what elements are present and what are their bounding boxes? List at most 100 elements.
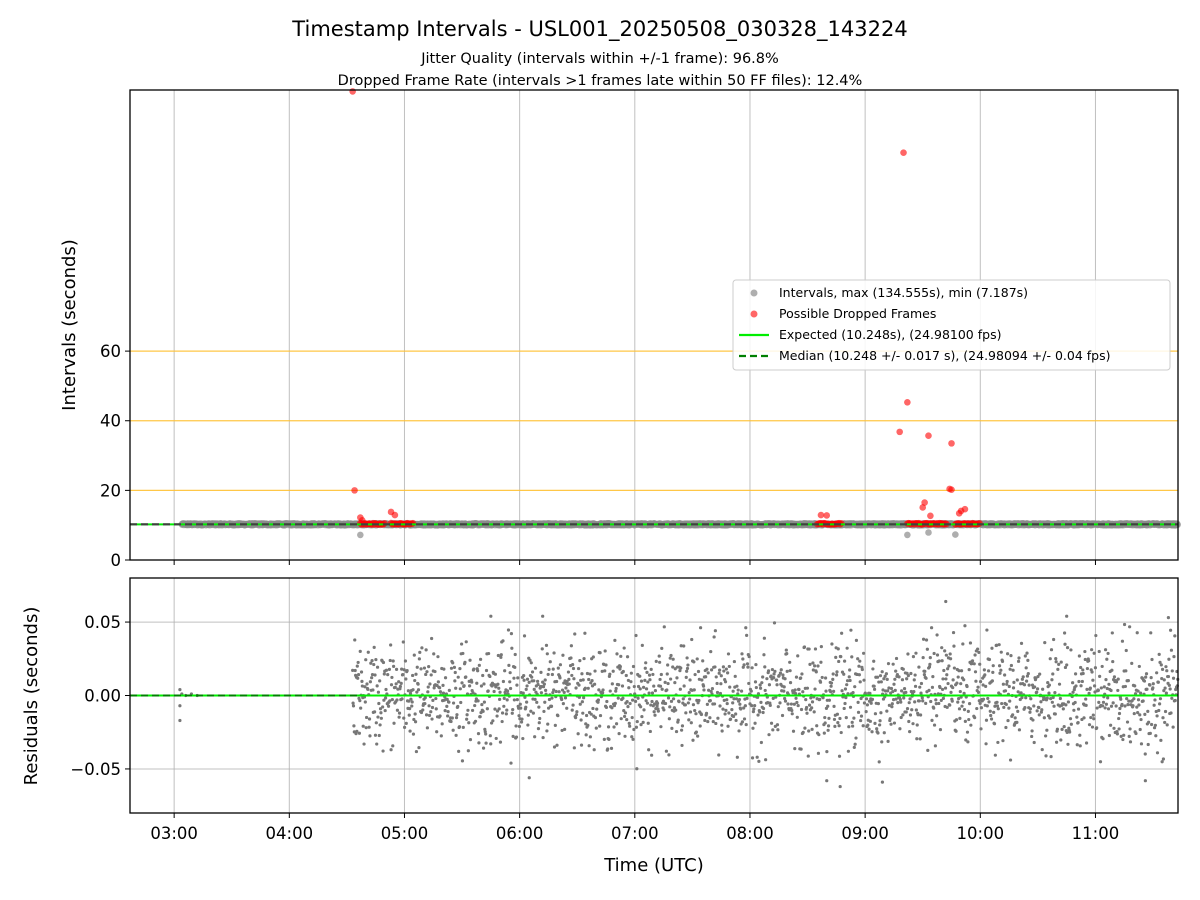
residual-point (693, 672, 697, 677)
residual-point (442, 667, 446, 671)
residual-point (1078, 733, 1082, 737)
residual-point (613, 701, 617, 705)
residual-point (1024, 696, 1028, 700)
residual-point (829, 690, 833, 694)
residual-point (546, 672, 550, 677)
residual-point (967, 668, 971, 672)
residual-point (617, 683, 621, 687)
residual-point (725, 698, 729, 702)
residual-point (884, 672, 889, 676)
residual-point (998, 671, 1002, 675)
residual-point (663, 680, 667, 685)
residual-point (515, 698, 519, 702)
residual-point (655, 701, 660, 705)
residual-point (961, 700, 965, 704)
residual-point (1011, 668, 1015, 672)
legend: Intervals, max (134.555s), min (7.187s) … (732, 279, 1171, 371)
residual-point (989, 713, 993, 718)
residual-point (753, 680, 758, 684)
residual-point (406, 689, 410, 693)
residual-point (808, 662, 812, 667)
residual-point (542, 709, 546, 714)
residual-point (860, 667, 864, 672)
residual-point (628, 701, 632, 706)
residual-point (822, 731, 826, 735)
residual-point (935, 714, 939, 718)
residual-point (986, 669, 991, 673)
residual-point (549, 704, 554, 708)
residual-point (1068, 730, 1072, 734)
residual-point (445, 704, 449, 708)
residual-point (493, 707, 497, 711)
residual-point (426, 690, 430, 694)
residual-point (418, 650, 422, 654)
residual-point (919, 681, 924, 686)
residual-point (500, 711, 505, 715)
residual-point (870, 697, 875, 702)
residual-point (831, 672, 835, 676)
residual-point (733, 674, 737, 678)
residual-point (905, 677, 909, 681)
residual-point (371, 688, 375, 692)
residual-point (647, 748, 651, 752)
residual-point (662, 625, 666, 629)
residual-point (754, 685, 758, 690)
residual-point (677, 700, 681, 704)
residual-point (509, 632, 514, 636)
residual-point (978, 680, 983, 684)
residual-point (1059, 660, 1063, 664)
residual-point (591, 706, 595, 711)
residual-point (930, 718, 934, 722)
residual-point (411, 732, 416, 736)
residual-point (1017, 656, 1021, 660)
residual-point (700, 678, 704, 682)
residual-point (660, 687, 664, 691)
residual-point (551, 667, 555, 671)
residual-point (680, 728, 684, 732)
residual-point (876, 702, 880, 706)
residual-point (810, 706, 814, 710)
residual-point (578, 702, 582, 706)
residual-point (1076, 707, 1081, 711)
residual-point (364, 715, 369, 720)
residual-point (662, 708, 666, 712)
residual-point (739, 689, 744, 693)
residual-point (983, 673, 987, 677)
residual-point (1014, 705, 1019, 709)
residual-point (847, 675, 851, 679)
residual-point (430, 636, 434, 641)
residual-point (628, 724, 632, 728)
residual-point (784, 648, 788, 652)
residual-point (785, 669, 789, 673)
residual-point (484, 741, 488, 745)
residual-point (476, 669, 480, 673)
residual-point (413, 720, 418, 724)
residual-point (945, 705, 949, 709)
residual-point (412, 653, 416, 657)
residual-point (724, 708, 728, 712)
residual-point (952, 644, 956, 648)
residual-point (789, 702, 793, 706)
residual-point (499, 653, 503, 657)
residual-point (930, 685, 935, 689)
residual-point (845, 646, 849, 650)
residual-point (928, 662, 932, 666)
residual-point (836, 647, 840, 651)
residual-point (834, 673, 839, 677)
residual-point (373, 710, 377, 714)
residual-point (705, 667, 709, 671)
residual-point (940, 659, 944, 663)
residual-point (683, 703, 688, 707)
residual-point (976, 685, 980, 689)
residual-point (987, 657, 992, 662)
residual-point (381, 705, 385, 709)
residual-point (694, 730, 698, 734)
residual-point (885, 709, 889, 713)
residual-point (1076, 720, 1080, 725)
residual-point (1011, 713, 1015, 717)
residual-point (1016, 690, 1020, 694)
residual-point (541, 735, 545, 740)
residual-point (634, 633, 638, 638)
residual-point (978, 662, 982, 666)
residual-point (992, 710, 996, 714)
